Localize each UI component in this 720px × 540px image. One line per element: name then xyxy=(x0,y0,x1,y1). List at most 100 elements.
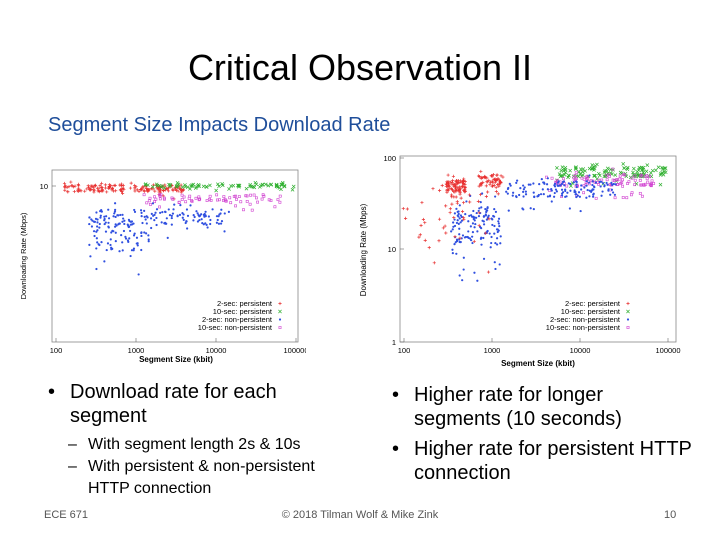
data-point xyxy=(279,187,283,192)
data-point xyxy=(618,170,623,175)
data-point xyxy=(458,227,461,230)
data-point xyxy=(220,208,223,211)
data-point xyxy=(204,210,207,213)
data-point xyxy=(155,208,159,211)
data-point xyxy=(476,199,480,204)
data-point xyxy=(153,189,157,193)
data-point xyxy=(63,184,68,188)
data-point xyxy=(132,234,136,237)
data-point xyxy=(554,188,558,191)
data-point xyxy=(451,184,456,188)
y-tick-label: 10 xyxy=(40,182,48,191)
data-point xyxy=(200,218,203,221)
data-point xyxy=(217,215,220,218)
data-point xyxy=(522,190,525,193)
data-point xyxy=(499,235,502,238)
data-point xyxy=(461,184,465,188)
data-point xyxy=(137,273,140,276)
data-point xyxy=(484,214,488,217)
x-tick-label: 10000 xyxy=(570,346,591,355)
data-point xyxy=(148,196,152,200)
data-point xyxy=(83,189,87,193)
footer-course: ECE 671 xyxy=(44,509,89,521)
data-point xyxy=(103,183,107,187)
data-point xyxy=(458,236,462,240)
data-point xyxy=(455,201,459,205)
data-point xyxy=(128,237,131,240)
data-point xyxy=(203,215,206,218)
data-point xyxy=(573,189,576,192)
data-point xyxy=(494,185,498,190)
data-point xyxy=(279,182,284,187)
data-point xyxy=(113,212,116,215)
data-point xyxy=(663,166,668,171)
data-point xyxy=(206,226,209,229)
data-point xyxy=(190,199,194,203)
data-point xyxy=(588,195,591,198)
data-point xyxy=(601,190,604,193)
data-point xyxy=(217,184,221,189)
data-point xyxy=(220,183,225,188)
data-point xyxy=(545,175,548,179)
data-point xyxy=(562,172,567,177)
data-point xyxy=(245,194,249,198)
data-point xyxy=(195,210,198,213)
data-point xyxy=(182,213,185,216)
data-point xyxy=(180,198,184,201)
data-point xyxy=(524,190,527,193)
data-point xyxy=(63,188,67,192)
data-point xyxy=(601,182,605,185)
data-point xyxy=(150,226,153,230)
data-point xyxy=(519,187,522,190)
data-point xyxy=(455,238,459,241)
data-point xyxy=(160,221,163,224)
data-point xyxy=(217,222,221,225)
data-point xyxy=(472,215,475,219)
data-point xyxy=(179,203,182,207)
data-point xyxy=(269,182,274,187)
data-point xyxy=(170,216,173,220)
data-point xyxy=(105,190,109,194)
data-point xyxy=(480,243,483,246)
data-point xyxy=(644,169,649,174)
data-point xyxy=(147,240,150,243)
data-point xyxy=(145,201,149,205)
data-point xyxy=(597,182,600,186)
data-point xyxy=(556,184,560,188)
data-point xyxy=(455,252,458,255)
data-point xyxy=(90,184,94,188)
data-point xyxy=(625,167,630,172)
data-point xyxy=(471,222,475,225)
x-axis-label: Segment Size (kbit) xyxy=(139,355,213,364)
data-point xyxy=(420,200,424,205)
data-point xyxy=(621,162,626,166)
data-point xyxy=(208,194,212,198)
data-point xyxy=(472,209,475,213)
data-point xyxy=(594,181,597,184)
data-point xyxy=(92,230,96,233)
data-point xyxy=(486,229,489,233)
data-point xyxy=(616,178,619,182)
data-point xyxy=(509,184,512,187)
data-point xyxy=(124,237,128,240)
data-point xyxy=(204,222,207,225)
data-point xyxy=(190,184,194,189)
data-point xyxy=(255,196,258,200)
data-point xyxy=(157,183,162,188)
legend-label: 10-sec: non-persistent xyxy=(546,323,621,332)
data-point xyxy=(197,198,201,202)
data-point xyxy=(227,187,231,191)
data-point xyxy=(564,195,567,198)
data-point xyxy=(477,184,481,188)
data-point xyxy=(576,194,579,197)
data-point xyxy=(453,235,457,239)
data-point xyxy=(479,183,483,187)
data-point xyxy=(493,224,496,228)
data-point xyxy=(133,187,137,191)
data-point xyxy=(151,202,155,205)
data-point xyxy=(96,189,100,193)
data-point xyxy=(171,212,175,215)
data-point xyxy=(119,188,123,192)
y-tick-label: 100 xyxy=(383,154,396,163)
data-point xyxy=(282,184,287,189)
